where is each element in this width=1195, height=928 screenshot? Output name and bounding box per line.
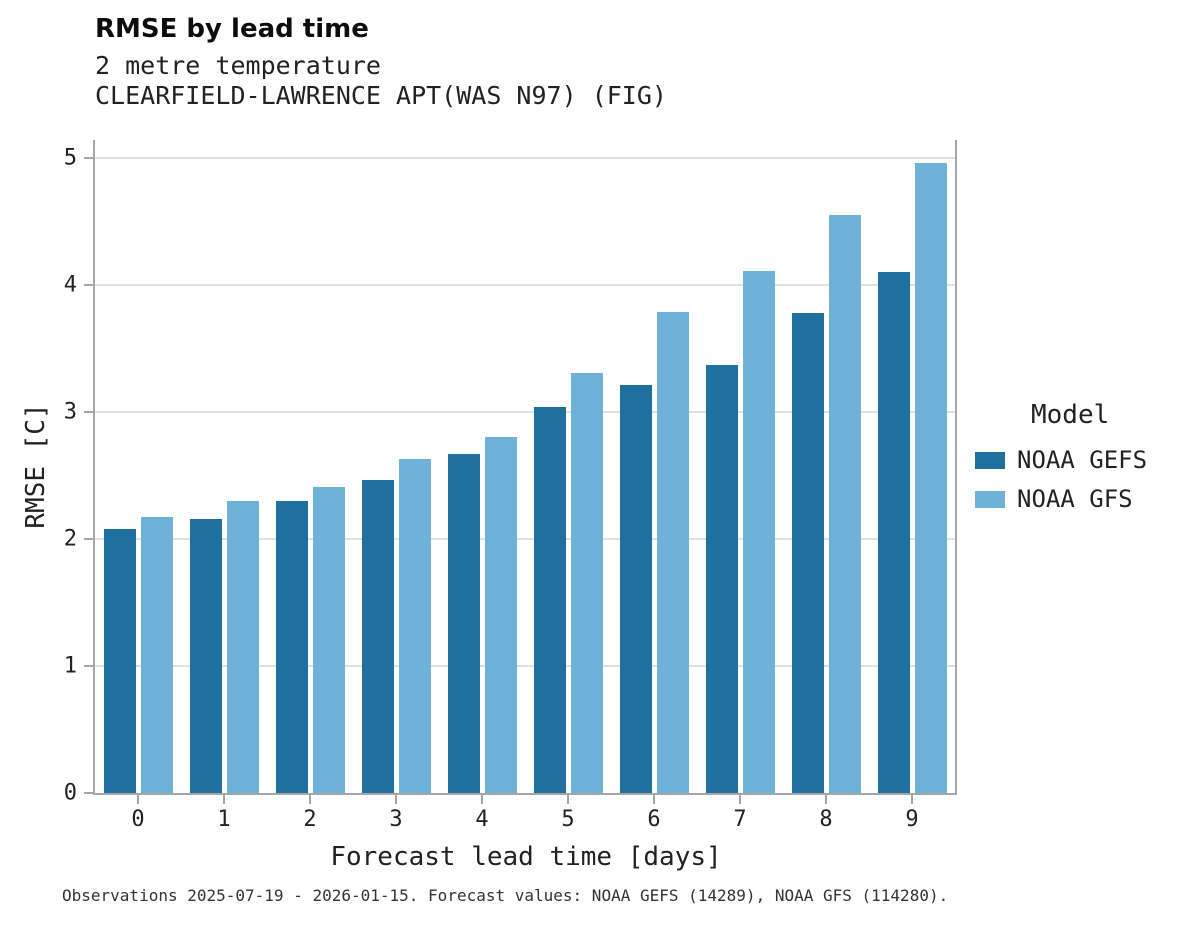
x-tick-mark-5 <box>567 795 569 804</box>
y-tick-label-5: 5 <box>63 145 77 171</box>
y-tick-label-0: 0 <box>63 780 77 806</box>
y-tick-label-4: 4 <box>63 272 77 298</box>
x-tick-label-9: 9 <box>905 807 919 832</box>
bar-noaa-gfs-lead-1 <box>226 500 259 793</box>
x-tick-mark-4 <box>481 795 483 804</box>
x-tick-mark-8 <box>825 795 827 804</box>
noaa-gfs-swatch <box>975 490 1005 508</box>
legend-label-noaa-gfs: NOAA GFS <box>1017 485 1133 513</box>
legend-label-noaa-gefs: NOAA GEFS <box>1017 446 1148 474</box>
bar-noaa-gefs-lead-1 <box>189 518 222 793</box>
chart-subtitle-station: CLEARFIELD-LAWRENCE APT(WAS N97) (FIG) <box>95 81 667 110</box>
y-tick-mark-1 <box>84 664 93 667</box>
legend-item-noaa-gefs: NOAA GEFS <box>975 446 1147 474</box>
bar-noaa-gfs-lead-5 <box>570 372 603 793</box>
x-tick-label-8: 8 <box>819 807 833 832</box>
bar-noaa-gefs-lead-4 <box>447 453 480 793</box>
bar-noaa-gfs-lead-3 <box>398 458 431 793</box>
x-tick-mark-0 <box>137 795 139 804</box>
x-tick-label-4: 4 <box>475 807 489 832</box>
legend-title: Model <box>1031 400 1110 430</box>
y-tick-mark-2 <box>84 537 93 540</box>
y-tick-mark-4 <box>84 283 93 286</box>
bar-noaa-gfs-lead-7 <box>742 270 775 793</box>
x-tick-mark-3 <box>395 795 397 804</box>
bar-noaa-gfs-lead-0 <box>140 517 173 793</box>
chart-subtitle-variable: 2 metre temperature <box>95 51 381 80</box>
y-tick-mark-3 <box>84 410 93 413</box>
x-tick-mark-7 <box>739 795 741 804</box>
x-tick-label-0: 0 <box>131 807 145 832</box>
y-axis-spine <box>93 140 95 795</box>
y-axis-title: RMSE [C] <box>21 403 51 529</box>
bar-noaa-gefs-lead-2 <box>275 500 308 793</box>
y-gridline-1 <box>95 664 955 667</box>
y-tick-label-2: 2 <box>63 526 77 552</box>
bar-noaa-gefs-lead-7 <box>705 364 738 793</box>
y-gridline-2 <box>95 537 955 540</box>
x-tick-label-6: 6 <box>647 807 661 832</box>
legend-items: NOAA GEFS NOAA GFS <box>975 446 1147 513</box>
plot-area: 0 1 2 3 4 5 0 1 2 3 4 5 6 7 8 9 <box>64 140 957 832</box>
x-tick-mark-1 <box>223 795 225 804</box>
x-tick-mark-2 <box>309 795 311 804</box>
bar-noaa-gfs-lead-6 <box>656 311 689 793</box>
y-tick-mark-0 <box>84 792 93 794</box>
y-tick-label-1: 1 <box>63 653 77 679</box>
x-tick-label-3: 3 <box>389 807 403 832</box>
bar-noaa-gefs-lead-3 <box>361 480 394 793</box>
bar-noaa-gefs-lead-8 <box>791 312 824 793</box>
legend-item-noaa-gfs: NOAA GFS <box>975 485 1147 513</box>
y-tick-mark-5 <box>84 156 93 159</box>
bar-noaa-gfs-lead-8 <box>828 214 861 793</box>
legend: Model NOAA GEFS NOAA GFS <box>975 400 1147 524</box>
y-tick-label-3: 3 <box>63 399 77 425</box>
y-gridline-4 <box>95 283 955 286</box>
x-axis-spine <box>93 793 957 795</box>
bar-noaa-gefs-lead-0 <box>103 528 136 793</box>
bar-noaa-gefs-lead-9 <box>877 272 910 793</box>
bar-noaa-gefs-lead-6 <box>619 385 652 793</box>
bar-noaa-gfs-lead-9 <box>914 162 947 793</box>
right-spine <box>955 140 957 795</box>
bar-noaa-gefs-lead-5 <box>533 406 566 793</box>
x-tick-label-2: 2 <box>303 807 317 832</box>
x-tick-mark-6 <box>653 795 655 804</box>
x-tick-label-1: 1 <box>217 807 231 832</box>
x-axis-title: Forecast lead time [days] <box>330 842 722 872</box>
x-tick-mark-9 <box>911 795 913 804</box>
figure-caption: Observations 2025-07-19 - 2026-01-15. Fo… <box>62 886 949 905</box>
y-gridline-3 <box>95 410 955 413</box>
bar-noaa-gfs-lead-4 <box>484 437 517 793</box>
noaa-gefs-swatch <box>975 451 1005 469</box>
bar-noaa-gfs-lead-2 <box>312 486 345 793</box>
chart-title: RMSE by lead time <box>95 14 369 44</box>
y-gridline-5 <box>95 156 955 159</box>
x-tick-label-5: 5 <box>561 807 575 832</box>
x-tick-label-7: 7 <box>733 807 747 832</box>
